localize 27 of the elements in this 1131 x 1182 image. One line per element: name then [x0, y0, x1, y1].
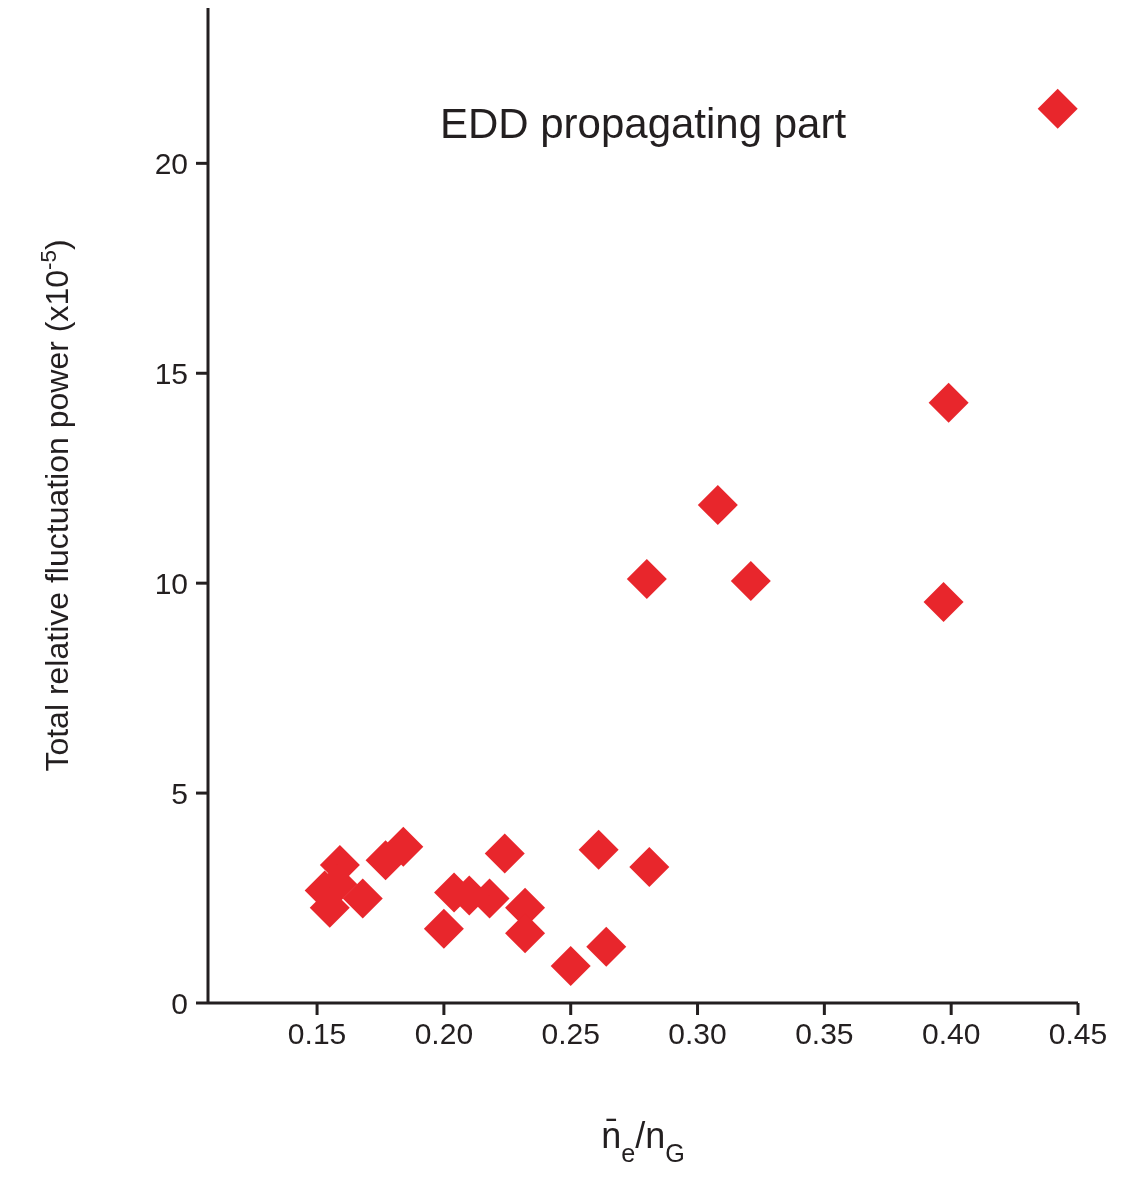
point [342, 878, 383, 919]
point [730, 561, 771, 602]
text: EDD propagating part [439, 100, 847, 147]
x-tick-label: 0.40 [921, 1017, 981, 1051]
y-tick-label: 10 [154, 566, 188, 600]
point [626, 558, 667, 599]
point [578, 829, 619, 870]
x-tick-label: 0.25 [541, 1017, 600, 1051]
x-tick-label: 0.35 [795, 1017, 854, 1051]
point [550, 946, 591, 987]
point [923, 582, 964, 623]
x-tick-label: 0.20 [414, 1017, 474, 1051]
x-tick-label: 0.45 [1048, 1017, 1108, 1051]
y-tick-label: 0 [171, 986, 188, 1020]
y-tick-label: 15 [154, 356, 188, 390]
point [423, 908, 464, 949]
point [484, 833, 525, 874]
y-tick-label: 20 [154, 146, 188, 180]
x-tick-label: 0.30 [668, 1017, 727, 1051]
x-tick-label: 0.15 [287, 1017, 347, 1051]
y-tick-label: 5 [171, 776, 188, 810]
x-axis-title: n̄$_{e}$/n$_{G}$ [601, 1115, 685, 1167]
point [928, 382, 969, 423]
point [1037, 88, 1078, 129]
point [697, 485, 738, 526]
point [629, 846, 670, 887]
point [586, 926, 627, 967]
